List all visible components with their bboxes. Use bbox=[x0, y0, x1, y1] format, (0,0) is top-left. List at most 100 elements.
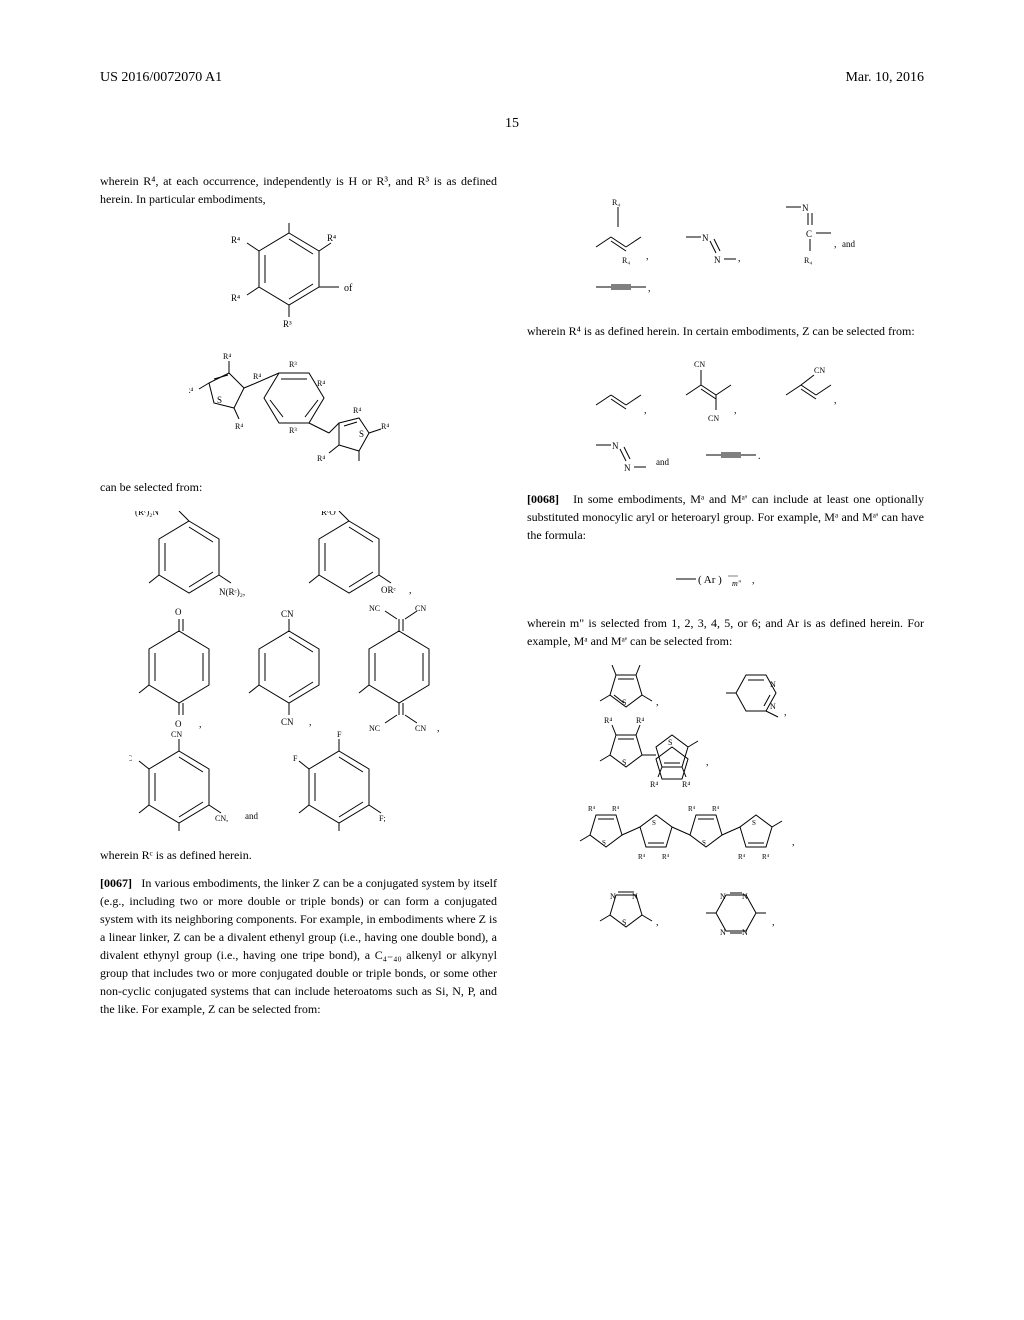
svg-text:CN: CN bbox=[814, 366, 825, 375]
svg-text:N: N bbox=[802, 203, 809, 213]
svg-text:CN: CN bbox=[281, 717, 294, 727]
svg-text:,: , bbox=[644, 405, 647, 416]
svg-text:CN,: CN, bbox=[215, 814, 228, 823]
svg-text:S: S bbox=[622, 758, 626, 767]
col2-para68: [0068] In some embodiments, Mᵃ and Mᵃ' c… bbox=[527, 490, 924, 544]
col1-para2: can be selected from: bbox=[100, 478, 497, 496]
svg-text:,: , bbox=[656, 697, 659, 708]
svg-text:N(Rᶜ)₂,: N(Rᶜ)₂, bbox=[219, 587, 245, 597]
page-container: US 2016/0072070 A1 Mar. 10, 2016 15 wher… bbox=[0, 0, 1024, 1068]
col1-para1: wherein R⁴, at each occurrence, independ… bbox=[100, 172, 497, 208]
patent-id: US 2016/0072070 A1 bbox=[100, 70, 222, 86]
svg-text:m": m" bbox=[732, 579, 742, 588]
svg-text:N: N bbox=[632, 892, 638, 901]
svg-text:CN: CN bbox=[415, 724, 426, 733]
col1-para3: wherein Rᶜ is as defined herein. bbox=[100, 846, 497, 864]
svg-text:R⁴: R⁴ bbox=[231, 293, 240, 303]
svg-text:CN: CN bbox=[281, 609, 294, 619]
svg-text:R⁴: R⁴ bbox=[762, 853, 770, 861]
svg-text:R₄: R₄ bbox=[804, 256, 812, 265]
svg-text:R⁴: R⁴ bbox=[612, 805, 620, 813]
svg-text:N: N bbox=[624, 463, 631, 473]
svg-text:,: , bbox=[656, 917, 659, 928]
svg-text:,: , bbox=[648, 283, 651, 294]
structure-4: , CN CN , bbox=[586, 355, 866, 475]
patent-date: Mar. 10, 2016 bbox=[845, 70, 924, 86]
svg-text:R⁴: R⁴ bbox=[588, 805, 596, 813]
svg-text:,: , bbox=[199, 719, 202, 730]
svg-text:,: , bbox=[646, 251, 649, 262]
svg-text:R⁴: R⁴ bbox=[317, 379, 325, 388]
structure-box-3: R₄ R₄ , N N , bbox=[527, 187, 924, 307]
structure-1: R³ R⁴ of R³ R⁴ R⁴ S bbox=[189, 223, 409, 463]
svg-text:,: , bbox=[792, 837, 795, 848]
svg-text:,: , bbox=[834, 239, 837, 250]
structure-box-2: (Rᶜ)₂N N(Rᶜ)₂, RᶜO ORᶜ , bbox=[100, 511, 497, 831]
svg-text:S: S bbox=[359, 429, 364, 439]
svg-text:R⁴: R⁴ bbox=[235, 422, 243, 431]
svg-text:,: , bbox=[834, 395, 837, 406]
svg-text:RᶜO: RᶜO bbox=[321, 511, 336, 517]
svg-text:CN: CN bbox=[415, 604, 426, 613]
svg-text:O: O bbox=[175, 719, 182, 729]
svg-text:R⁴: R⁴ bbox=[253, 372, 261, 381]
para-num-67: [0067] bbox=[100, 876, 132, 890]
svg-text:S: S bbox=[652, 819, 656, 827]
svg-text:,: , bbox=[409, 585, 412, 596]
svg-text:N: N bbox=[770, 702, 776, 711]
svg-text:N: N bbox=[702, 233, 709, 243]
svg-text:,: , bbox=[752, 575, 755, 586]
svg-text:N: N bbox=[612, 441, 619, 451]
svg-text:,: , bbox=[784, 707, 787, 718]
svg-text:NC: NC bbox=[369, 724, 380, 733]
svg-text:S: S bbox=[602, 839, 606, 847]
svg-text:ORᶜ: ORᶜ bbox=[381, 585, 397, 595]
svg-text:R⁴: R⁴ bbox=[353, 406, 361, 415]
svg-text:R⁴: R⁴ bbox=[189, 386, 193, 395]
svg-text:N: N bbox=[742, 892, 748, 901]
svg-text:S: S bbox=[217, 395, 222, 405]
structure-box-6: S R⁴ R⁴ , N N bbox=[527, 665, 924, 965]
svg-text:R⁴: R⁴ bbox=[738, 853, 746, 861]
svg-text:R⁴: R⁴ bbox=[662, 853, 670, 861]
structure-2: (Rᶜ)₂N N(Rᶜ)₂, RᶜO ORᶜ , bbox=[129, 511, 469, 831]
svg-text:R⁴: R⁴ bbox=[688, 805, 696, 813]
svg-text:,: , bbox=[772, 917, 775, 928]
para68-text: In some embodiments, Mᵃ and Mᵃ' can incl… bbox=[527, 492, 924, 542]
svg-text:,: , bbox=[734, 405, 737, 416]
col2-para2: wherein m" is selected from 1, 2, 3, 4, … bbox=[527, 614, 924, 650]
svg-text:N: N bbox=[742, 928, 748, 937]
svg-text:(Rᶜ)₂N: (Rᶜ)₂N bbox=[135, 511, 159, 517]
structure-box-4: , CN CN , bbox=[527, 355, 924, 475]
svg-text:.: . bbox=[758, 451, 761, 462]
svg-text:R⁴: R⁴ bbox=[317, 454, 325, 463]
svg-text:R⁴: R⁴ bbox=[636, 716, 644, 725]
svg-text:R³: R³ bbox=[283, 319, 292, 329]
structure-5: ( Ar ) m" , bbox=[666, 564, 786, 594]
svg-text:F;: F; bbox=[379, 814, 386, 823]
svg-text:R₄: R₄ bbox=[622, 256, 630, 265]
svg-text:F: F bbox=[293, 754, 298, 763]
svg-text:CN: CN bbox=[694, 360, 705, 369]
svg-text:R⁴: R⁴ bbox=[712, 805, 720, 813]
svg-text:R⁴: R⁴ bbox=[327, 233, 336, 243]
svg-text:S: S bbox=[622, 918, 626, 927]
svg-text:R⁴: R⁴ bbox=[381, 422, 389, 431]
column-1: wherein R⁴, at each occurrence, independ… bbox=[100, 172, 497, 1028]
svg-text:S: S bbox=[622, 698, 626, 707]
svg-text:R⁴: R⁴ bbox=[638, 853, 646, 861]
para-num-68: [0068] bbox=[527, 492, 559, 506]
page-number: 15 bbox=[100, 116, 924, 132]
svg-text:N: N bbox=[720, 928, 726, 937]
columns-container: wherein R⁴, at each occurrence, independ… bbox=[100, 172, 924, 1028]
svg-text:R³: R³ bbox=[289, 426, 297, 435]
svg-text:S: S bbox=[668, 738, 672, 747]
svg-text:,: , bbox=[437, 723, 440, 734]
structure-6: S R⁴ R⁴ , N N bbox=[566, 665, 886, 965]
page-header: US 2016/0072070 A1 Mar. 10, 2016 bbox=[100, 70, 924, 86]
svg-text:R⁴: R⁴ bbox=[231, 235, 240, 245]
svg-text:R⁴: R⁴ bbox=[353, 462, 361, 463]
column-2: R₄ R₄ , N N , bbox=[527, 172, 924, 1028]
svg-text:N: N bbox=[720, 892, 726, 901]
svg-text:,: , bbox=[309, 717, 312, 728]
